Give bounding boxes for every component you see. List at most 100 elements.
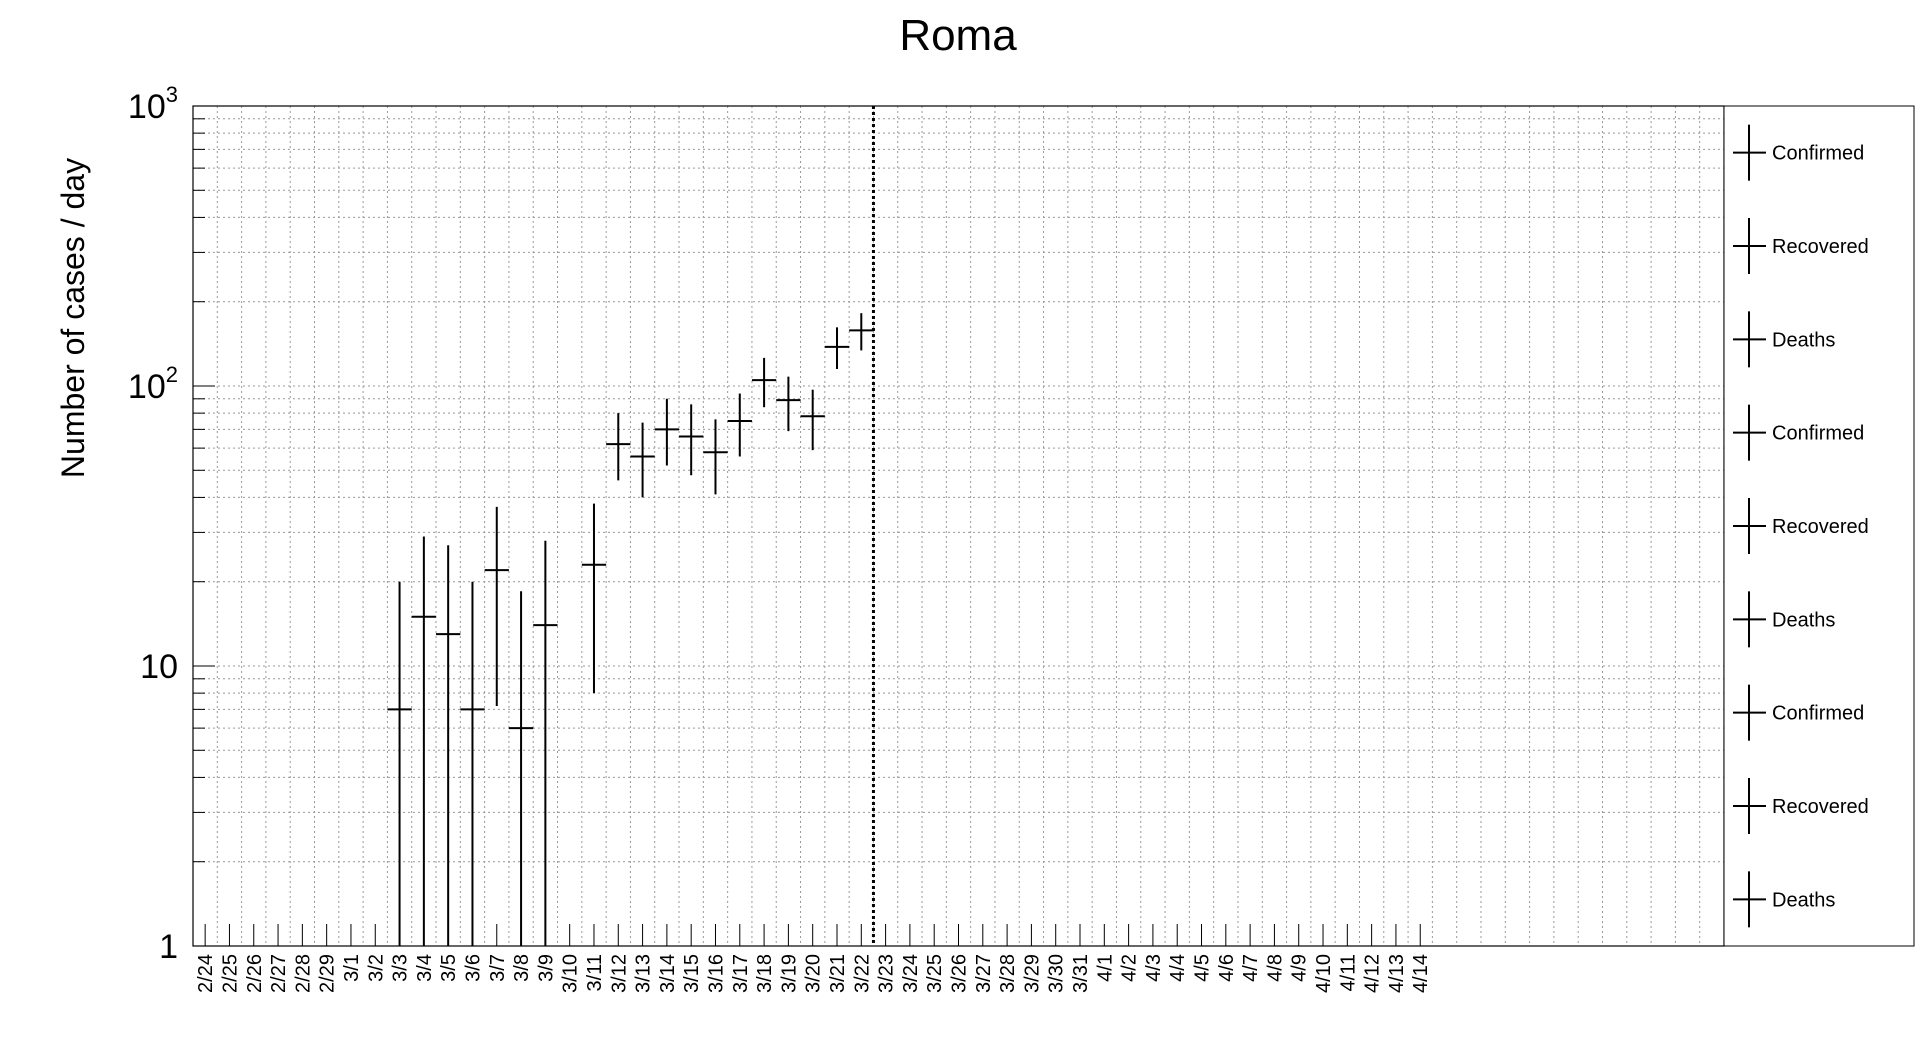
legend-entry: Confirmed — [1733, 404, 1864, 461]
x-tick-label: 2/26 — [244, 954, 266, 993]
legend-label: Confirmed — [1772, 423, 1864, 445]
x-tick-label: 4/6 — [1216, 954, 1238, 982]
x-tick-label: 4/2 — [1119, 954, 1141, 982]
x-tick-label: 3/27 — [973, 954, 995, 993]
legend-label: Deaths — [1772, 609, 1835, 631]
data-point — [630, 422, 655, 498]
x-tick-label: 2/24 — [195, 954, 217, 993]
x-tick-label: 3/8 — [511, 954, 533, 982]
x-tick-label: 4/5 — [1192, 954, 1214, 982]
y-tick-label: 10 — [140, 648, 178, 686]
x-tick-label: 4/12 — [1362, 954, 1384, 993]
x-tick-label: 3/25 — [924, 954, 946, 993]
plot-frame — [192, 105, 1725, 947]
x-tick-label: 3/28 — [997, 954, 1019, 993]
data-point — [508, 591, 534, 946]
legend-label: Recovered — [1772, 796, 1869, 818]
x-tick-label: 3/6 — [462, 954, 484, 982]
x-tick-label: 3/17 — [730, 954, 752, 993]
data-point — [460, 581, 485, 946]
x-tick-label: 4/3 — [1143, 954, 1165, 982]
legend-label: Confirmed — [1772, 143, 1864, 165]
legend-label: Recovered — [1772, 236, 1869, 258]
x-tick-label: 3/2 — [365, 954, 387, 982]
legend-label: Confirmed — [1772, 703, 1864, 725]
x-tick-label: 3/23 — [876, 954, 898, 993]
chart-title: Roma — [899, 11, 1017, 60]
data-point — [751, 357, 777, 408]
x-tick-label: 3/26 — [949, 954, 971, 993]
data-point — [581, 503, 607, 694]
x-tick-label: 3/5 — [438, 954, 460, 982]
data-point — [703, 419, 728, 495]
y-tick-label: 102 — [128, 362, 178, 406]
x-tick-label: 3/11 — [584, 954, 606, 991]
x-tick-label: 4/13 — [1386, 954, 1408, 993]
x-tick-label: 3/14 — [657, 954, 679, 993]
data-point — [824, 327, 850, 370]
x-tick-label: 4/4 — [1167, 954, 1189, 982]
x-tick-label: 3/24 — [900, 954, 922, 993]
x-tick-label: 3/13 — [633, 954, 655, 993]
x-tick-label: 4/8 — [1264, 954, 1286, 982]
data-point — [533, 540, 558, 946]
x-tick-label: 3/4 — [414, 954, 436, 982]
x-tick-label: 3/18 — [754, 954, 776, 993]
x-tick-label: 3/30 — [1046, 954, 1068, 993]
data-layer — [387, 106, 875, 946]
x-tick-label: 3/12 — [608, 954, 630, 993]
data-point — [387, 581, 412, 946]
legend-entry: Recovered — [1733, 778, 1869, 834]
data-point — [776, 376, 801, 432]
x-tick-label: 3/19 — [778, 954, 800, 993]
x-tick-label: 3/16 — [705, 954, 727, 993]
x-tick-label: 4/10 — [1313, 954, 1335, 993]
data-point — [606, 413, 631, 481]
x-tick-label: 3/22 — [851, 954, 873, 993]
data-point — [411, 536, 437, 946]
x-tick-label: 2/28 — [292, 954, 314, 993]
x-tick-label: 3/20 — [803, 954, 825, 993]
x-tick-label: 3/3 — [390, 954, 412, 982]
x-tick-label: 3/15 — [681, 954, 703, 993]
x-tick-label: 3/1 — [341, 954, 363, 982]
data-point — [679, 404, 704, 476]
data-point — [484, 506, 509, 706]
x-tick-label: 4/9 — [1289, 954, 1311, 982]
x-tick-label: 3/9 — [535, 954, 557, 982]
data-point — [654, 398, 680, 466]
legend-label: Deaths — [1772, 889, 1835, 911]
x-tick-label: 3/29 — [1021, 954, 1043, 993]
x-tick-label: 4/1 — [1094, 954, 1116, 982]
legend-entry: Recovered — [1733, 218, 1869, 274]
legend-entry: Confirmed — [1733, 684, 1864, 741]
x-tick-label: 3/31 — [1070, 954, 1092, 993]
x-tick-label: 2/29 — [317, 954, 339, 993]
y-tick-label: 103 — [128, 82, 178, 126]
x-tick-label: 4/14 — [1410, 954, 1432, 993]
legend-entry: Recovered — [1733, 498, 1869, 554]
y-tick-label: 1 — [159, 928, 178, 966]
legend-label: Recovered — [1772, 516, 1869, 538]
data-point — [436, 545, 461, 946]
x-tick-label: 3/10 — [560, 954, 582, 993]
grid-layer — [192, 106, 1725, 946]
x-tick-label: 4/11 — [1337, 954, 1359, 991]
data-point — [849, 313, 874, 351]
x-tick-label: 3/21 — [827, 954, 849, 993]
x-tick-label: 3/7 — [487, 954, 509, 982]
y-axis-label: Number of cases / day — [55, 158, 91, 478]
x-tick-label: 2/27 — [268, 954, 290, 993]
legend-entry: Deaths — [1733, 311, 1835, 368]
legend-entry: Deaths — [1733, 591, 1835, 648]
legend-layer: Confirmed Recovered Deaths Confirmed Recover… — [1723, 105, 1915, 947]
legend-entry: Deaths — [1733, 871, 1835, 928]
legend-entry: Confirmed — [1733, 124, 1864, 181]
x-tick-label: 4/7 — [1240, 954, 1262, 982]
data-point — [800, 389, 825, 451]
legend-label: Deaths — [1772, 329, 1835, 351]
data-point — [727, 393, 752, 457]
